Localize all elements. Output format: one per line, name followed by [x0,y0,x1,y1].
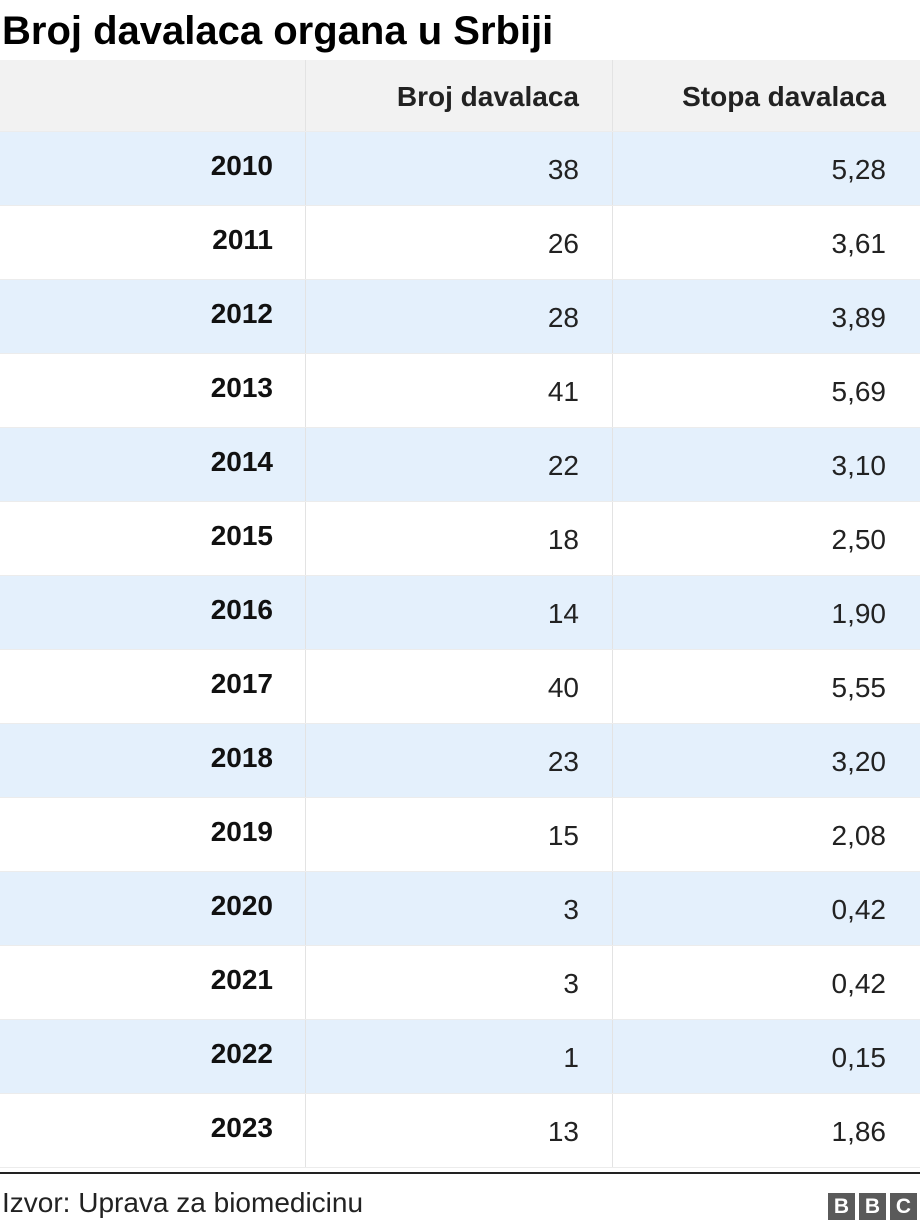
table-row: 2017 40 5,55 [0,650,920,724]
header-broj-davalaca: Broj davalaca [306,60,613,131]
year-cell: 2011 [0,206,306,279]
year-cell: 2018 [0,724,306,797]
broj-davalaca-cell: 22 [306,428,613,501]
table-row: 2015 18 2,50 [0,502,920,576]
table-row: 2010 38 5,28 [0,132,920,206]
stopa-davalaca-cell: 3,61 [831,227,887,259]
stopa-davalaca-cell: 0,42 [831,893,887,925]
table-row: 2020 3 0,42 [0,872,920,946]
year-cell: 2015 [0,502,306,575]
bbc-logo-letter: B [859,1193,886,1220]
table-row: 2012 28 3,89 [0,280,920,354]
stopa-davalaca-cell: 1,90 [831,597,887,629]
stopa-davalaca-cell: 0,42 [831,967,887,999]
broj-davalaca-cell: 15 [306,798,613,871]
bottom-divider [0,1172,920,1174]
broj-davalaca-cell: 40 [306,650,613,723]
year-cell: 2010 [0,132,306,205]
stopa-davalaca-cell: 5,69 [831,375,887,407]
stopa-davalaca-cell: 3,10 [831,449,887,481]
table-row: 2019 15 2,08 [0,798,920,872]
bbc-logo: B B C [828,1193,917,1220]
broj-davalaca-cell: 1 [306,1020,613,1093]
broj-davalaca-cell: 41 [306,354,613,427]
broj-davalaca-cell: 3 [306,946,613,1019]
broj-davalaca-cell: 23 [306,724,613,797]
source-note: Izvor: Uprava za biomedicinu [2,1187,364,1218]
year-cell: 2023 [0,1094,306,1167]
table-body: 2010 38 5,28 2011 26 3,61 2012 28 3,89 2013 41 5,69… [0,132,920,1168]
year-cell: 2016 [0,576,306,649]
year-cell: 2022 [0,1020,306,1093]
broj-davalaca-cell: 18 [306,502,613,575]
table-row: 2016 14 1,90 [0,576,920,650]
header-stopa-davalaca: Stopa davalaca [682,80,886,112]
table-row: 2018 23 3,20 [0,724,920,798]
year-cell: 2017 [0,650,306,723]
year-cell: 2014 [0,428,306,501]
stopa-davalaca-cell: 2,50 [831,523,887,555]
bbc-logo-letter: B [828,1193,855,1220]
table-row: 2023 13 1,86 [0,1094,920,1168]
stopa-davalaca-cell: 3,89 [831,301,887,333]
broj-davalaca-cell: 14 [306,576,613,649]
data-table: Broj davalaca Stopa davalaca 2010 38 5,28 2… [0,60,920,1168]
stopa-davalaca-cell: 5,55 [831,671,887,703]
header-year-cell [0,60,306,131]
broj-davalaca-cell: 38 [306,132,613,205]
broj-davalaca-cell: 28 [306,280,613,353]
broj-davalaca-cell: 13 [306,1094,613,1167]
stopa-davalaca-cell: 1,86 [831,1115,887,1147]
year-cell: 2013 [0,354,306,427]
broj-davalaca-cell: 3 [306,872,613,945]
stopa-davalaca-cell: 0,15 [831,1041,887,1073]
table-header-row: Broj davalaca Stopa davalaca [0,60,920,132]
stopa-davalaca-cell: 2,08 [831,819,887,851]
year-cell: 2020 [0,872,306,945]
year-cell: 2021 [0,946,306,1019]
chart-title: Broj davalaca organa u Srbiji [2,9,554,53]
bbc-logo-letter: C [890,1193,917,1220]
table-row: 2014 22 3,10 [0,428,920,502]
broj-davalaca-cell: 26 [306,206,613,279]
table-row: 2021 3 0,42 [0,946,920,1020]
table-row: 2022 1 0,15 [0,1020,920,1094]
table-row: 2013 41 5,69 [0,354,920,428]
year-cell: 2019 [0,798,306,871]
stopa-davalaca-cell: 3,20 [831,745,887,777]
stopa-davalaca-cell: 5,28 [831,153,887,185]
table-row: 2011 26 3,61 [0,206,920,280]
year-cell: 2012 [0,280,306,353]
